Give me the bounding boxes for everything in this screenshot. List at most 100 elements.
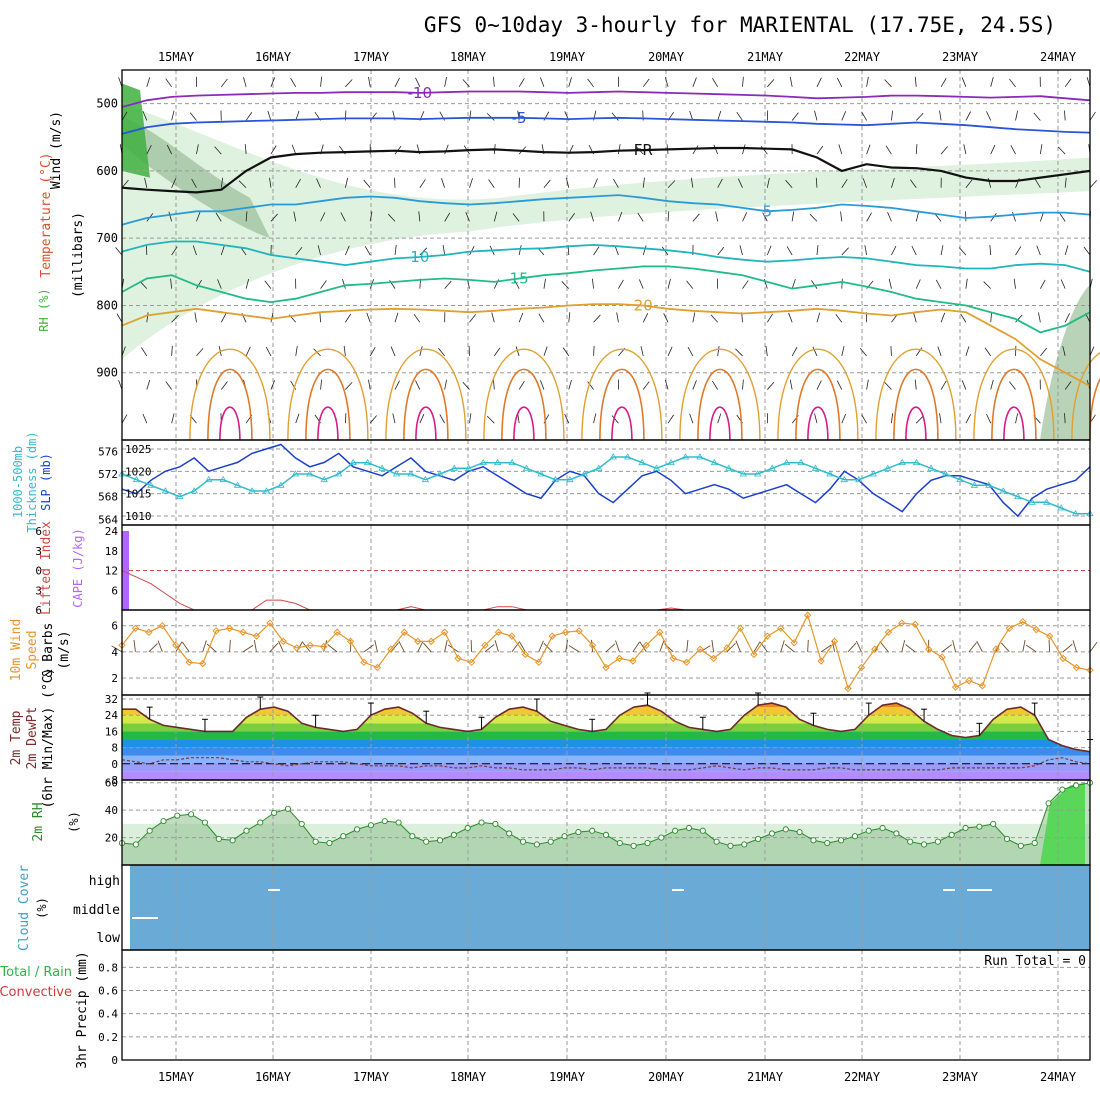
wind-barb [345, 245, 350, 256]
wind-barb [538, 313, 545, 323]
wind-speed-point [212, 627, 220, 635]
wind-barb [915, 144, 918, 155]
wind-barb [692, 77, 697, 87]
wind-barb [717, 246, 725, 256]
wind-barb [202, 640, 207, 652]
wind-barb [148, 643, 158, 653]
rh-point [201, 819, 209, 826]
wind-barb [815, 177, 818, 188]
wind-barb [1013, 278, 1016, 289]
temp-tick-label: 24 [105, 709, 119, 722]
wind-barb [742, 212, 748, 222]
wind-barb [587, 381, 594, 390]
wind-barb [766, 313, 773, 323]
cape-tick-label: 18 [105, 545, 118, 558]
wind-barb [568, 77, 572, 87]
isotherm-25-loop [1089, 378, 1100, 441]
isotherm-line [121, 303, 1091, 387]
wind-barb [767, 381, 775, 390]
wind-speed-point [145, 628, 153, 636]
thickness-point [985, 481, 993, 488]
rh-point [1073, 782, 1080, 789]
wind-barb [189, 112, 197, 121]
wind-barb [1034, 178, 1041, 188]
temp-axis-label: 2m DewPt [25, 707, 40, 770]
date-label-bottom: 17MAY [353, 1070, 390, 1084]
wind-barb [689, 413, 694, 424]
thickness-point [999, 487, 1008, 494]
wind-barb [444, 280, 452, 289]
wind-barb [963, 144, 967, 155]
wind-barb [717, 178, 723, 188]
thickness-point [884, 464, 892, 471]
wind-barb [613, 178, 619, 188]
wind-barb [915, 415, 924, 424]
wind-barb [317, 245, 321, 256]
rh-point [188, 811, 195, 818]
wind-barb [419, 247, 428, 256]
thickness-point [407, 470, 415, 477]
wind-barb [1040, 347, 1047, 357]
wind-barb [940, 146, 948, 155]
wind-barb [1064, 78, 1072, 88]
wind-barb [181, 641, 190, 653]
wind-barb [941, 644, 952, 653]
wind-speed-point [629, 657, 637, 665]
wind-barb [742, 379, 744, 390]
thickness-point [335, 470, 343, 477]
wind-barb [820, 644, 832, 653]
text-layer: 15MAY 15MAY 16MAY 16MAY 17MAY 17MAY 18MAY 18MAY… [0, 50, 1086, 1084]
wind-speed-point [992, 645, 1000, 653]
wind-barb [295, 345, 298, 356]
wind-barb [1083, 246, 1091, 256]
rh-point [879, 824, 886, 832]
thickness-point [595, 464, 603, 471]
wind-barb [884, 381, 892, 390]
temp-band [122, 731, 1090, 740]
wind-speed-point [884, 628, 893, 636]
wind-barb [960, 313, 967, 323]
wind-barb [413, 313, 421, 323]
rh-point [893, 830, 900, 837]
wind-barb [686, 280, 694, 289]
wind-barb [841, 247, 849, 256]
wind-barb [983, 281, 992, 289]
wind-barb [245, 211, 248, 222]
wind-barb [791, 211, 795, 222]
wind-barb [543, 278, 546, 289]
thickness-point [450, 464, 459, 471]
thickness-point [652, 464, 661, 471]
thickness-point [580, 470, 589, 477]
rh-point [271, 809, 278, 816]
slp-axis-label: SLP (mb) [39, 453, 53, 511]
wind-barb [990, 77, 994, 87]
rh-point [741, 841, 748, 848]
wind-barb [444, 212, 451, 222]
wind-speed-point [656, 628, 664, 636]
rh-point [243, 827, 250, 834]
isotherm-25-loop [795, 368, 841, 441]
wind-barb [196, 348, 204, 357]
series-line [121, 456, 1090, 515]
wind-barb [168, 211, 173, 222]
rh-point [561, 833, 568, 840]
wind-barb [1039, 144, 1043, 155]
isotherm-20-loop [189, 348, 271, 441]
cape-tick-label: 6 [111, 584, 118, 597]
rh-point [1045, 800, 1052, 807]
thickness-point [681, 453, 690, 460]
wind-barb [593, 178, 598, 188]
wind-tick-label: 2 [111, 672, 118, 685]
wind-barb [814, 413, 818, 424]
wind-barb [270, 145, 277, 155]
wind-barb [267, 110, 272, 121]
wind-barb [937, 346, 942, 357]
wind-barb [366, 312, 371, 323]
li-tick-label: 0 [35, 565, 42, 578]
wind-barb [891, 110, 894, 121]
wind-barb [990, 144, 996, 155]
wind-barb [836, 77, 843, 87]
rh-point [616, 840, 623, 847]
wind-speed-point [400, 628, 409, 636]
precip-tick-label: 0.6 [98, 985, 118, 998]
